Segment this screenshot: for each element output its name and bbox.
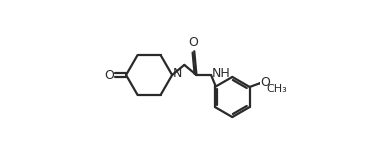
Text: O: O bbox=[188, 36, 198, 49]
Text: O: O bbox=[104, 69, 114, 81]
Text: N: N bbox=[173, 67, 182, 80]
Text: CH₃: CH₃ bbox=[266, 84, 287, 94]
Text: NH: NH bbox=[212, 67, 230, 80]
Text: O: O bbox=[260, 76, 270, 89]
